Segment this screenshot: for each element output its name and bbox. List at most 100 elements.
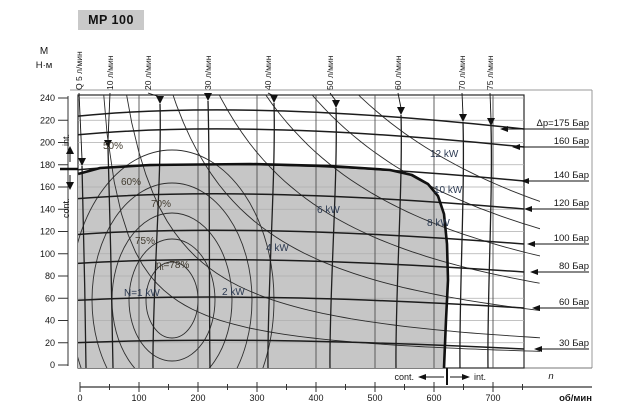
x-tick-label: 400 <box>308 393 323 403</box>
pressure-label-80bar: 80 Бар <box>559 261 589 272</box>
efficiency-label-78: ηt=78% <box>156 260 189 272</box>
flow-line-label-70: 70 л/мин <box>457 55 467 90</box>
flow-line-label-30: 30 л/мин <box>203 55 213 90</box>
y-tick-label: 160 <box>40 182 55 192</box>
flow-line-30 <box>207 100 211 368</box>
flow-leader-70 <box>461 92 464 116</box>
y-tick-label: 240 <box>40 93 55 103</box>
efficiency-label-70: 70% <box>151 199 171 210</box>
power-label-10kw: 10 kW <box>434 185 463 196</box>
pressure-arrow-120 <box>524 206 532 212</box>
power-label-6kw: 6 kW <box>317 205 340 216</box>
pressure-label-30bar: 30 Бар <box>559 338 589 349</box>
flow-leader-75 <box>489 92 492 120</box>
flow-line-label-40: 40 л/мин <box>263 55 273 90</box>
x-tick-label: 700 <box>485 393 500 403</box>
x-axis-name: n <box>548 371 553 382</box>
pressure-label-120bar: 120 Бар <box>554 198 589 209</box>
left-arrow-icon <box>418 374 426 380</box>
x-tick-label: 200 <box>190 393 205 403</box>
pressure-arrow-160 <box>512 144 520 150</box>
continuous-zone-fill <box>78 164 448 368</box>
flow-line-70 <box>459 121 465 368</box>
pressure-arrow-80 <box>530 269 538 275</box>
flow-leader-10 <box>107 92 111 142</box>
power-label-4kw: 4 kW <box>266 243 289 254</box>
y-tick-label: 120 <box>40 227 55 237</box>
flow-arrow-50 <box>332 100 340 108</box>
flow-line-60 <box>395 114 402 368</box>
pressure-arrow-100 <box>527 241 535 247</box>
pressure-arrow-30 <box>534 346 542 352</box>
power-curve-4kw <box>172 95 540 311</box>
x-tick-label: 0 <box>77 393 82 403</box>
pressure-line-120bar <box>78 193 525 210</box>
x-tick-label: 600 <box>426 393 441 403</box>
flow-arrow-40 <box>270 95 278 103</box>
y-tick-label: 40 <box>45 316 55 326</box>
pressure-line-60bar <box>78 296 525 309</box>
power-curve-2kw <box>126 95 540 339</box>
pressure-label-175bar: Δp=175 Бар <box>537 118 589 129</box>
flow-line-label-75: 75 л/мин <box>485 55 495 90</box>
flow-line-label-10: 10 л/мин <box>105 55 115 90</box>
flow-line-20 <box>152 103 161 368</box>
chart-title: MP 100 <box>78 10 144 30</box>
y-tick-label: 100 <box>40 249 55 259</box>
down-arrow-icon <box>66 182 74 190</box>
x-tick-label: 100 <box>131 393 146 403</box>
bottom-cont-label: cont. <box>394 372 414 382</box>
flow-arrow-5 <box>78 158 86 166</box>
pressure-line-175bar <box>78 109 525 130</box>
pressure-arrow-140 <box>521 178 529 184</box>
pressure-label-160bar: 160 Бар <box>554 136 589 147</box>
flow-arrow-60 <box>397 107 405 115</box>
x-tick-label: 500 <box>367 393 382 403</box>
pressure-label-100bar: 100 Бар <box>554 233 589 244</box>
flow-line-5 <box>81 165 87 368</box>
y-tick-label: 220 <box>40 115 55 125</box>
left-int-label: int. <box>61 134 71 146</box>
y-tick-label: 80 <box>45 271 55 281</box>
power-label-2kw: 2 kW <box>222 287 245 298</box>
pressure-line-80bar <box>78 258 525 273</box>
y-axis-name: М <box>40 46 48 57</box>
flow-leader-50 <box>329 92 337 102</box>
flow-leader-5 <box>78 92 83 160</box>
flow-line-40 <box>267 102 275 368</box>
flow-line-label-20: 20 л/мин <box>143 55 153 90</box>
right-arrow-icon <box>462 374 470 380</box>
y-tick-label: 60 <box>45 293 55 303</box>
flow-line-75 <box>487 125 493 368</box>
efficiency-contour-78 <box>145 261 199 339</box>
flow-arrow-20 <box>156 96 164 104</box>
left-cont-label: cont. <box>61 198 71 218</box>
flow-line-10 <box>107 147 114 368</box>
pressure-line-30bar <box>78 339 525 350</box>
pressure-arrow-175 <box>500 126 508 132</box>
power-label-12kw: 12 kW <box>430 149 459 160</box>
efficiency-label-50: 50% <box>103 141 123 152</box>
y-tick-label: 200 <box>40 138 55 148</box>
power-label-8kw: 8 kW <box>427 218 450 229</box>
pressure-arrow-60 <box>532 305 540 311</box>
continuous-zone-boundary <box>77 162 450 369</box>
power-curve-12kw <box>357 95 540 202</box>
x-tick-label: 300 <box>249 393 264 403</box>
flow-arrow-30 <box>204 93 212 101</box>
power-curve-1kw <box>103 95 540 352</box>
y-tick-label: 0 <box>50 360 55 370</box>
flow-line-label-60: 60 л/мин <box>393 55 403 90</box>
y-tick-label: 140 <box>40 204 55 214</box>
bottom-int-label: int. <box>474 372 486 382</box>
pressure-line-100bar <box>78 229 525 245</box>
flow-arrow-70 <box>459 114 467 122</box>
flow-line-label-5: Q 5 л/мин <box>74 51 84 90</box>
x-axis-unit: об/мин <box>559 393 592 404</box>
efficiency-label-60: 60% <box>121 177 141 188</box>
pressure-line-160bar <box>78 128 525 148</box>
efficiency-contour-75 <box>128 238 216 362</box>
curves-group <box>78 95 540 368</box>
